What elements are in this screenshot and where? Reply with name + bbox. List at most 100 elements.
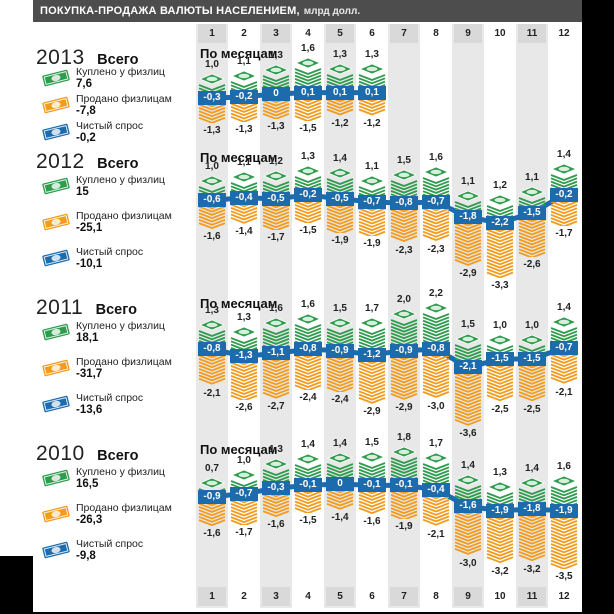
sold-value: -1,5 (299, 224, 317, 236)
net-demand-badge: -0,2 (550, 187, 578, 202)
sold-stack (357, 353, 387, 409)
monthly-section-label: По месяцам (200, 150, 278, 165)
sold-value: -1,7 (235, 526, 253, 538)
year-section-2013: 2013 Всего Куплено у физлиц 7,6 Продано … (0, 42, 582, 150)
month-number: 7 (390, 587, 418, 606)
legend-sold-icon (40, 504, 72, 529)
legend-sold-value: -31,7 (76, 368, 103, 380)
bought-value: 1,6 (301, 299, 315, 311)
sold-value: -1,6 (203, 231, 221, 243)
bought-value: 1,6 (301, 42, 315, 54)
legend-sold-icon (40, 95, 72, 120)
legend-sold-label: Продано физлицам (76, 356, 172, 368)
legend-net-icon (40, 394, 72, 419)
legend-bought-icon (40, 322, 72, 347)
year-line: 2010 Всего (36, 442, 138, 466)
logo-block (0, 556, 33, 612)
banknote-icon (42, 359, 70, 377)
net-demand-badge: -1,2 (358, 347, 386, 362)
sold-value: -1,7 (267, 232, 285, 243)
sold-value: -1,5 (299, 122, 317, 134)
net-demand-badge: -0,8 (198, 342, 226, 357)
sold-value: -2,1 (203, 388, 221, 400)
net-demand-badge: 0,1 (294, 85, 322, 100)
legend-bought: Куплено у физлиц 15 (40, 174, 190, 206)
bought-value: 1,3 (205, 305, 219, 317)
sold-value: -2,4 (299, 392, 317, 404)
month-number: 3 (262, 587, 290, 606)
legend-net-icon (40, 248, 72, 273)
sold-value: -1,6 (363, 516, 381, 528)
month-number: 11 (518, 24, 546, 43)
bought-value: 1,0 (237, 454, 251, 466)
sold-value: -2,6 (523, 259, 541, 270)
net-demand-badge: -2,1 (454, 360, 482, 375)
month-number: 9 (454, 24, 482, 43)
legend-sold-icon (40, 212, 72, 237)
banknote-icon (42, 541, 70, 559)
monthly-section-label: По месяцам (200, 442, 278, 457)
sold-value: -1,6 (203, 527, 221, 539)
month-number: 8 (433, 591, 439, 602)
sold-stack (389, 349, 419, 405)
sold-value: -2,9 (395, 401, 413, 413)
legend-bought: Куплено у физлиц 18,1 (40, 320, 190, 352)
year-line: 2011 Всего (36, 296, 137, 320)
month-number: 11 (518, 587, 546, 606)
banknote-icon (42, 395, 70, 413)
legend-bought-icon (40, 468, 72, 493)
bought-value: 1,8 (397, 432, 411, 444)
bought-value: 1,3 (493, 466, 507, 478)
net-demand-badge: -0,7 (358, 194, 386, 209)
sold-value: -3,2 (491, 565, 509, 577)
bought-value: 1,3 (269, 50, 283, 61)
net-demand-badge: -0,8 (422, 342, 450, 357)
legend-bought-label: Куплено у физлиц (76, 174, 165, 186)
net-demand-badge: -0,2 (294, 187, 322, 202)
legend-net-value: -10,1 (76, 258, 103, 270)
month-number: 10 (494, 591, 506, 602)
bought-value: 1,4 (333, 438, 347, 449)
month-number: 2 (241, 591, 247, 602)
year-line: 2013 Всего (36, 46, 138, 70)
net-demand-badge: -0,2 (230, 89, 258, 104)
sold-value: -2,1 (555, 386, 573, 398)
month-number: 2 (241, 28, 247, 39)
bought-value: 1,4 (301, 439, 315, 451)
monthly-section-label: По месяцам (200, 296, 278, 311)
bought-value: 1,3 (301, 150, 315, 162)
month-number: 4 (305, 591, 311, 602)
net-demand-badge: -0,6 (198, 193, 226, 208)
legend-bought-value: 16,5 (76, 478, 99, 490)
month-number: 1 (198, 24, 226, 43)
legend-bought-value: 15 (76, 186, 89, 198)
bought-value: 1,1 (365, 160, 379, 172)
sold-value: -2,9 (459, 268, 477, 280)
sold-value: -1,2 (363, 117, 381, 129)
legend-bought-icon (40, 68, 72, 93)
net-demand-badge: 0 (326, 477, 354, 491)
bought-value: 1,7 (365, 302, 379, 314)
net-demand-badge: -0,8 (390, 196, 418, 211)
legend-bought-label: Куплено у физлиц (76, 320, 165, 332)
sold-stack (453, 505, 483, 561)
sold-value: -1,5 (299, 515, 317, 527)
legend-sold-label: Продано физлицам (76, 93, 172, 105)
sold-value: -1,2 (331, 117, 349, 129)
bought-value: 1,5 (461, 319, 475, 331)
sold-stack (421, 348, 451, 404)
net-demand-badge: -0,5 (262, 192, 290, 206)
total-label: Всего (97, 448, 139, 464)
net-demand-badge: -0,1 (294, 478, 322, 493)
legend-net-label: Чистый спрос (76, 538, 144, 550)
legend-sold-label: Продано физлицам (76, 502, 172, 514)
legend-bought-value: 18,1 (76, 332, 99, 344)
legend-sold-icon (40, 358, 72, 383)
bought-value: 1,0 (493, 320, 507, 331)
bought-value: 1,0 (525, 320, 539, 331)
month-header-row: 1 2 3 4 5 6 7 8 9 10 11 12 (196, 24, 580, 44)
legend-bought-label: Куплено у физлиц (76, 66, 165, 78)
net-demand-badge: -0,5 (326, 192, 354, 206)
legend-net: Чистый спрос -13,6 (40, 392, 190, 424)
total-label: Всего (97, 156, 139, 172)
